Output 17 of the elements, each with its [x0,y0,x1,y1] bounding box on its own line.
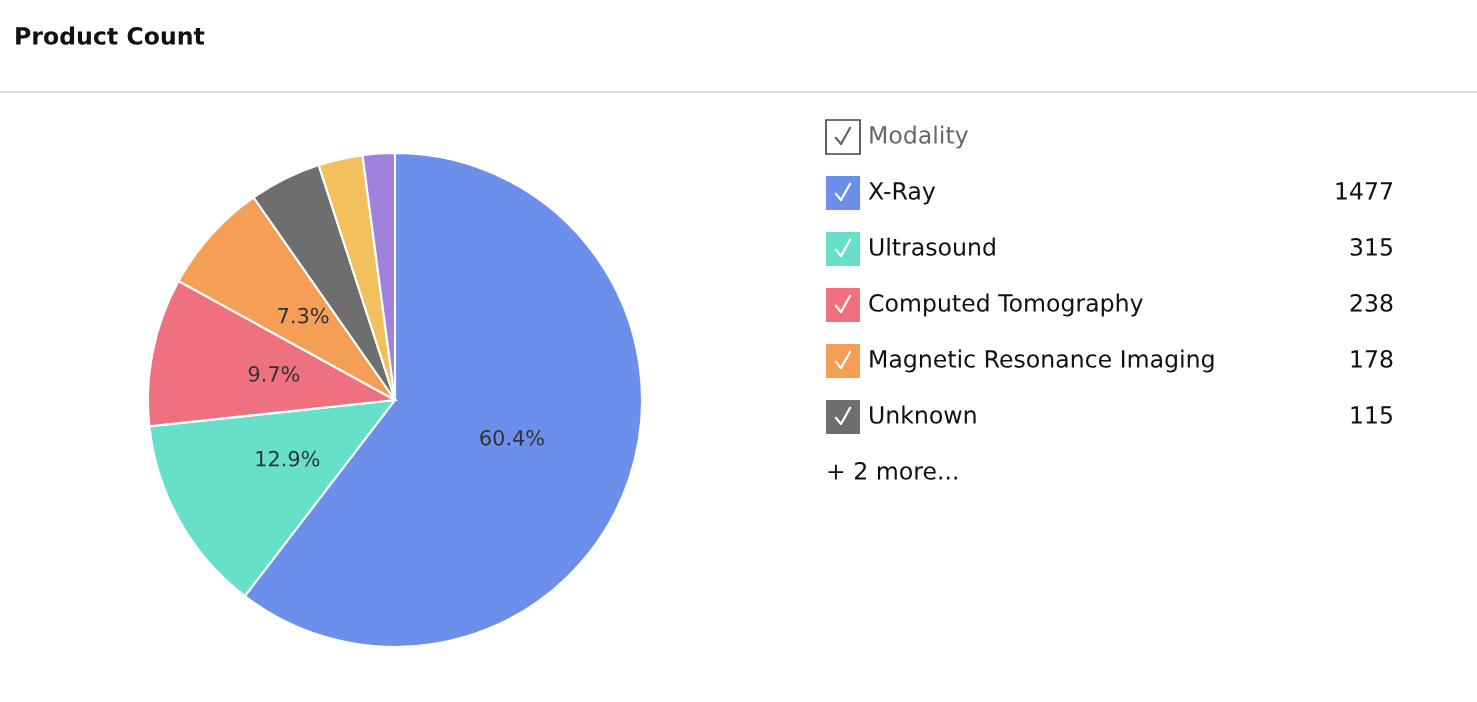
chart-title: Product Count [16,26,205,45]
text: 238 [1350,293,1393,312]
data-label: 9.7% [248,366,300,382]
legend-label: Computed Tomography [869,293,1143,317]
legend-label: Magnetic Resonance Imaging [870,349,1214,373]
legend-label: X-Ray [868,182,936,205]
data-label: 60.4% [480,429,544,446]
legend-title: Modality [870,125,968,149]
data-label: 12.9% [256,450,320,467]
text: 1477 [1336,182,1392,200]
text: + 2 more... [828,461,957,480]
text: 115 [1351,406,1392,424]
legend-label: Ultrasound [870,237,995,256]
text: 178 [1351,349,1393,368]
legend-label: Unknown [870,405,976,424]
data-label: 7.3% [278,307,329,324]
text: 315 [1350,237,1392,256]
